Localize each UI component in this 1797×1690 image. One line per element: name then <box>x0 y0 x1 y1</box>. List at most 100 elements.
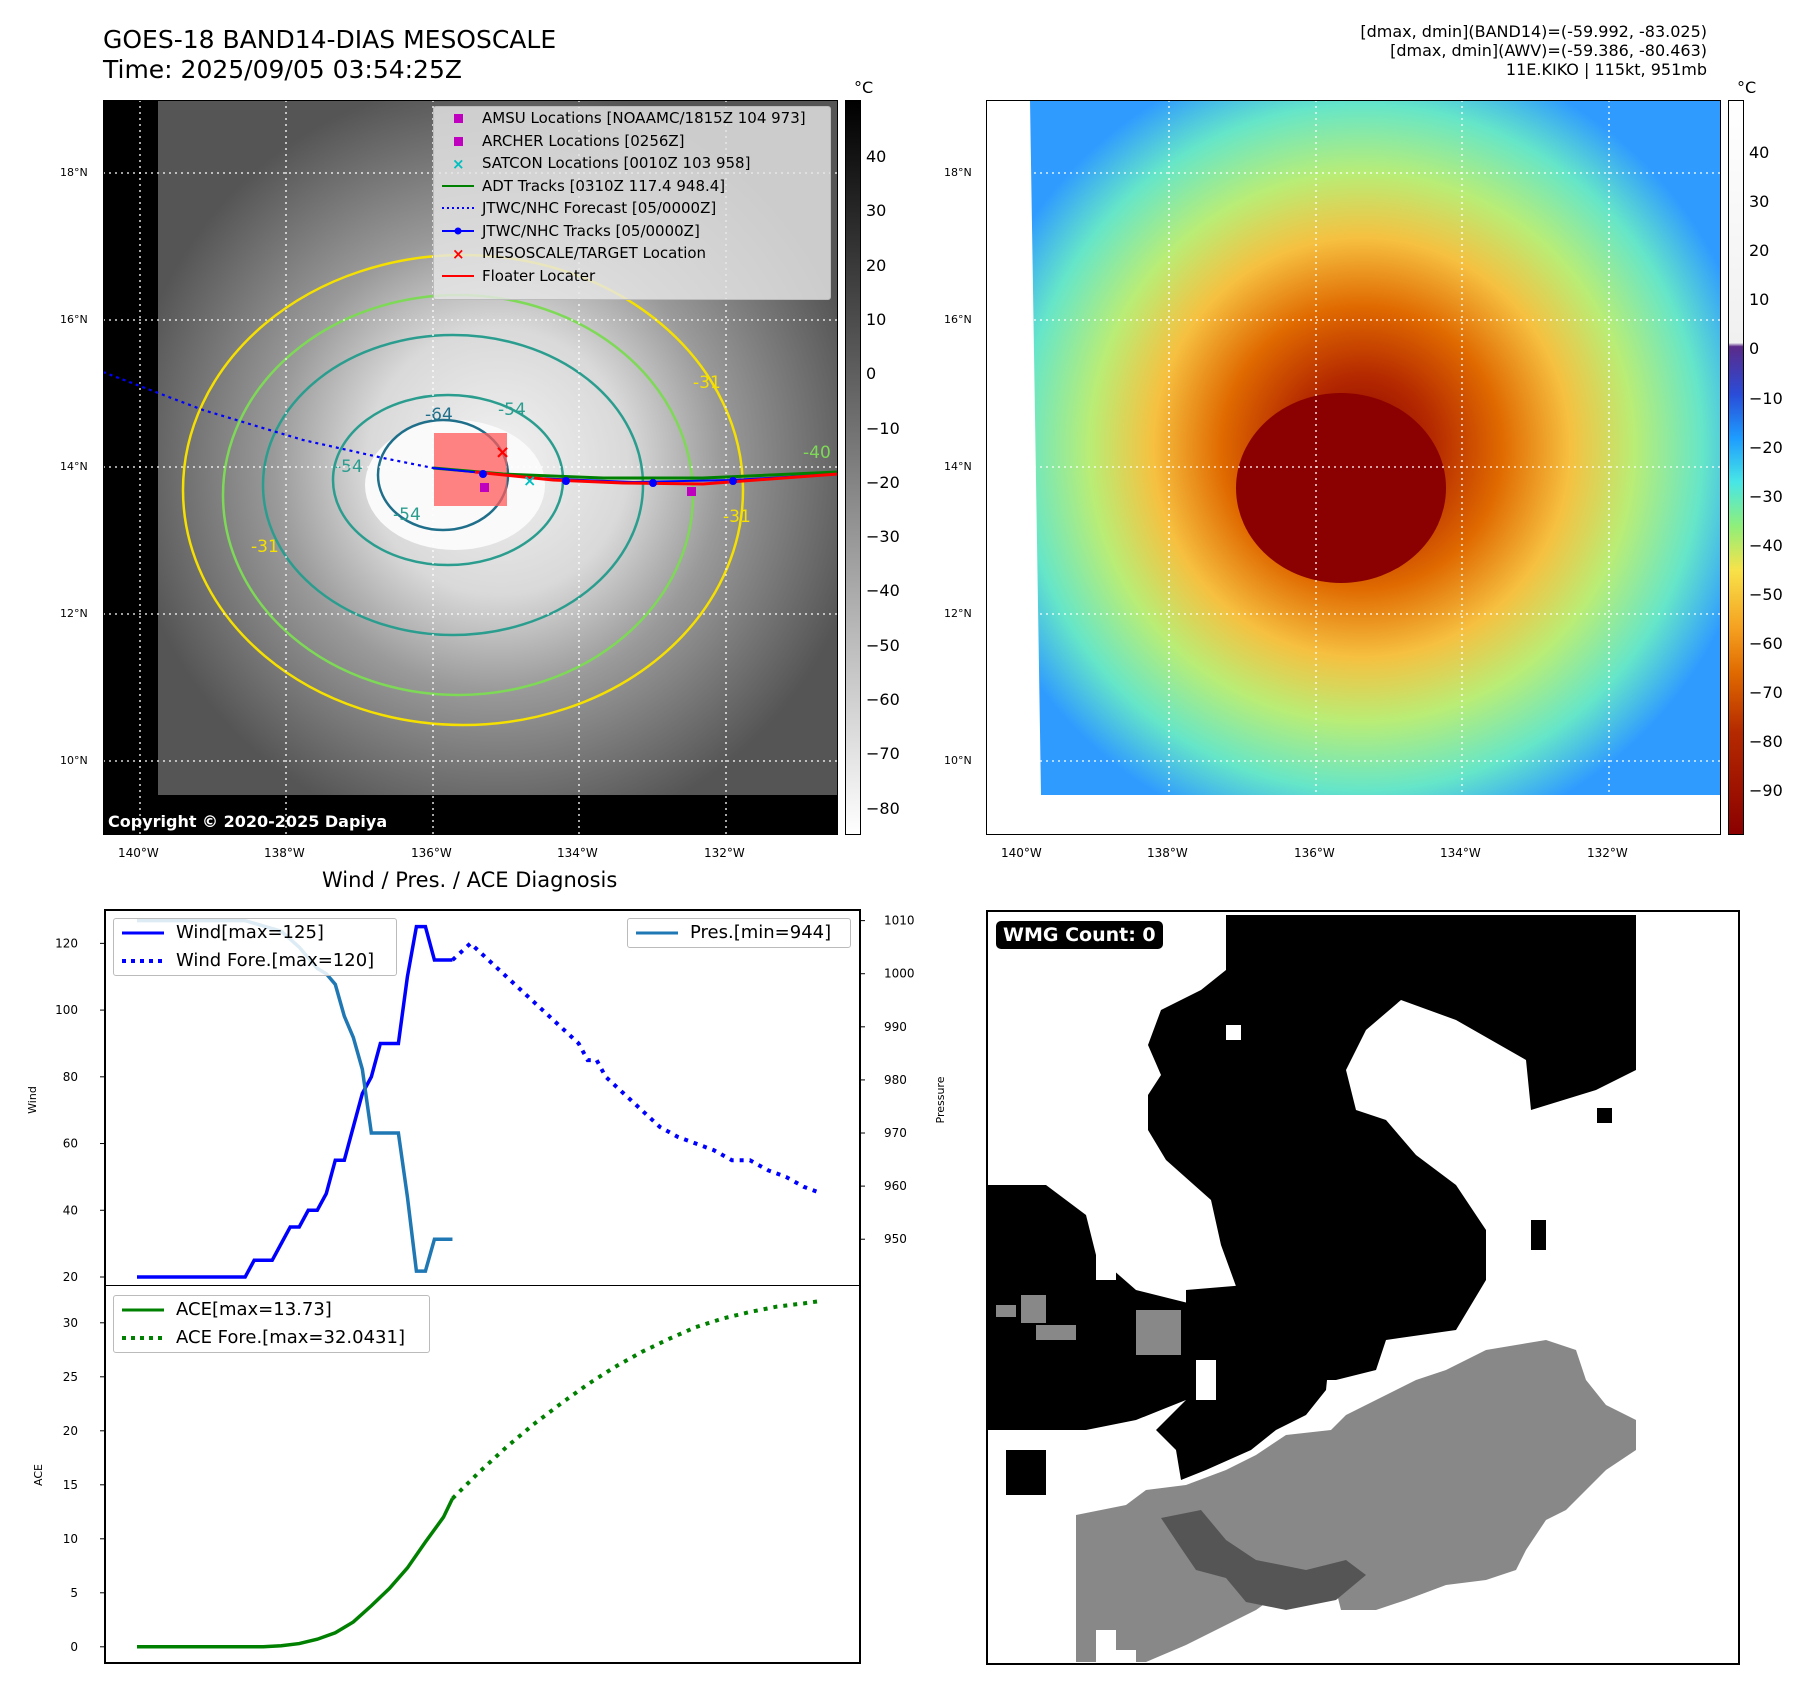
target-x-marker: × <box>495 442 510 463</box>
x-marker-icon: × <box>452 155 465 173</box>
color-colorbar-tick: −10 <box>1749 388 1783 408</box>
wind-forecast-line <box>451 940 823 1196</box>
dotted-line-icon <box>122 959 164 963</box>
lon-label: 132°W <box>704 846 745 860</box>
dotted-line-icon <box>442 207 474 209</box>
lon-label: 136°W <box>411 846 452 860</box>
ace-series-line <box>137 1497 455 1649</box>
lat-label: 10°N <box>60 754 88 767</box>
lon-label: 136°W <box>1294 846 1335 860</box>
wind-tick-label: 40 <box>63 1203 78 1217</box>
contour-label: -64 <box>425 405 453 425</box>
wmg-black-region <box>986 915 1636 1495</box>
ir-colorbar-tick: 40 <box>866 147 887 166</box>
contour-label: -54 <box>335 457 363 477</box>
ace-forecast-line <box>451 1298 823 1500</box>
ir-colorbar-tick: 0 <box>866 364 877 384</box>
track-point <box>479 470 487 478</box>
legend-item-target: × MESOSCALE/TARGET Location <box>434 242 830 265</box>
ir-colorbar-tick: −40 <box>866 581 900 601</box>
wind-series-line <box>137 924 453 1279</box>
wind-tick-label: 120 <box>55 936 78 950</box>
legend-item-wind-forecast: Wind Fore.[max=120] <box>114 947 396 975</box>
ir-colorbar-unit: °C <box>854 78 874 97</box>
legend-item-pressure: Pres.[min=944] <box>628 919 850 947</box>
info-line-1: [dmax, dmin](BAND14)=(-59.992, -83.025) <box>1360 22 1707 41</box>
svg-text:×: × <box>452 155 465 173</box>
contour-ring <box>261 333 645 637</box>
track-point <box>562 477 570 485</box>
color-colorbar-tick: 20 <box>1749 241 1770 261</box>
lat-label: 16°N <box>944 313 972 326</box>
legend-item-amsu: AMSU Locations [NOAAMC/1815Z 104 973] <box>434 107 830 130</box>
title-line-1: GOES-18 BAND14-DIAS MESOSCALE <box>103 25 557 54</box>
info-line-2: [dmax, dmin](AWV)=(-59.386, -80.463) <box>1390 41 1707 60</box>
x-marker-icon: × <box>452 245 465 263</box>
wind-tick-label: 20 <box>63 1270 78 1284</box>
legend-item-wind: Wind[max=125] <box>114 919 396 947</box>
pressure-tick-label: 1000 <box>884 967 915 981</box>
contour-label: -31 <box>693 373 721 393</box>
lat-label: 14°N <box>944 460 972 473</box>
wind-tick-label: 80 <box>63 1070 78 1084</box>
color-colorbar-tick: 0 <box>1749 339 1760 359</box>
lon-label: 134°W <box>557 846 598 860</box>
ir-colorbar-tick: 10 <box>866 309 887 329</box>
wmg-white-holes <box>1096 1025 1241 1665</box>
color-colorbar-tick: −20 <box>1749 437 1783 457</box>
archer-marker <box>687 487 696 496</box>
lat-label: 10°N <box>944 754 972 767</box>
ace-tick-label: 0 <box>70 1640 78 1654</box>
ir-colorbar-tick: 30 <box>866 201 887 221</box>
ir-colorbar <box>845 100 861 835</box>
wind-pressure-chart: 120 100 80 60 40 20 1010 1000 990 980 970 960 950 Wi… <box>26 909 947 1288</box>
lon-label: 140°W <box>1001 846 1042 860</box>
wmg-panel <box>986 910 1740 1665</box>
ir-colorbar-ticks: 40 30 20 10 0 −10 −20 −30 −40 −50 −60 −70 −80 <box>866 100 916 835</box>
color-colorbar-tick: −50 <box>1749 584 1783 604</box>
color-colorbar-tick: 10 <box>1749 290 1770 310</box>
amsu-marker <box>480 483 489 492</box>
wmg-dark-grey-region <box>1161 1510 1366 1610</box>
copyright: Copyright © 2020-2025 Dapiya <box>108 812 388 831</box>
lat-label: 16°N <box>60 313 88 326</box>
color-colorbar-tick: 40 <box>1749 143 1770 162</box>
ir-colorbar-tick: −10 <box>866 418 900 438</box>
color-colorbar-ticks: 40 30 20 10 0 −10 −20 −30 −40 −50 −60 −70 −80 −90 <box>1749 100 1797 835</box>
lon-label: 140°W <box>118 846 159 860</box>
wmg-black-specks <box>1531 1108 1612 1250</box>
wind-tick-label: 100 <box>55 1003 78 1017</box>
ace-legend: ACE[max=13.73] ACE Fore.[max=32.0431] <box>113 1295 430 1353</box>
contour-label: -40 <box>803 443 831 463</box>
lat-label: 18°N <box>944 166 972 179</box>
wmg-frame <box>986 910 1740 1665</box>
legend-item-ace: ACE[max=13.73] <box>114 1296 429 1324</box>
map-legend: AMSU Locations [NOAAMC/1815Z 104 973] AR… <box>433 106 831 300</box>
chart-title: GOES-18 BAND14-DIAS MESOSCALE Time: 2025… <box>103 25 556 85</box>
lat-label: 14°N <box>60 460 88 473</box>
color-colorbar-tick: −60 <box>1749 634 1783 653</box>
track-point <box>729 477 737 485</box>
track-point <box>649 479 657 487</box>
legend-item-jtwc-tracks: JTWC/NHC Tracks [05/0000Z] <box>434 220 830 243</box>
line-dot-icon <box>442 227 474 234</box>
legend-item-archer: ARCHER Locations [0256Z] <box>434 130 830 153</box>
title-line-2: Time: 2025/09/05 03:54:25Z <box>103 55 462 84</box>
ace-tick-label: 20 <box>63 1424 78 1438</box>
floater-track <box>474 470 838 486</box>
legend-item-ace-forecast: ACE Fore.[max=32.0431] <box>114 1324 429 1352</box>
legend-item-jtwc-forecast: JTWC/NHC Forecast [05/0000Z] <box>434 197 830 220</box>
color-colorbar-tick: −70 <box>1749 683 1783 703</box>
line-icon <box>442 274 474 277</box>
lon-label: 138°W <box>1147 846 1188 860</box>
color-colorbar-tick: −40 <box>1749 535 1783 555</box>
ir-colorbar-tick: −60 <box>866 690 900 709</box>
ace-tick-label: 30 <box>63 1316 78 1330</box>
line-icon <box>122 931 164 935</box>
satcon-marker: × <box>523 471 536 490</box>
pressure-tick-label: 950 <box>884 1232 907 1246</box>
legend-item-floater: Floater Locater <box>434 265 830 288</box>
wind-axis-label: Wind <box>26 1086 39 1114</box>
lat-label: 12°N <box>944 607 972 620</box>
contour-label: -54 <box>498 400 526 420</box>
